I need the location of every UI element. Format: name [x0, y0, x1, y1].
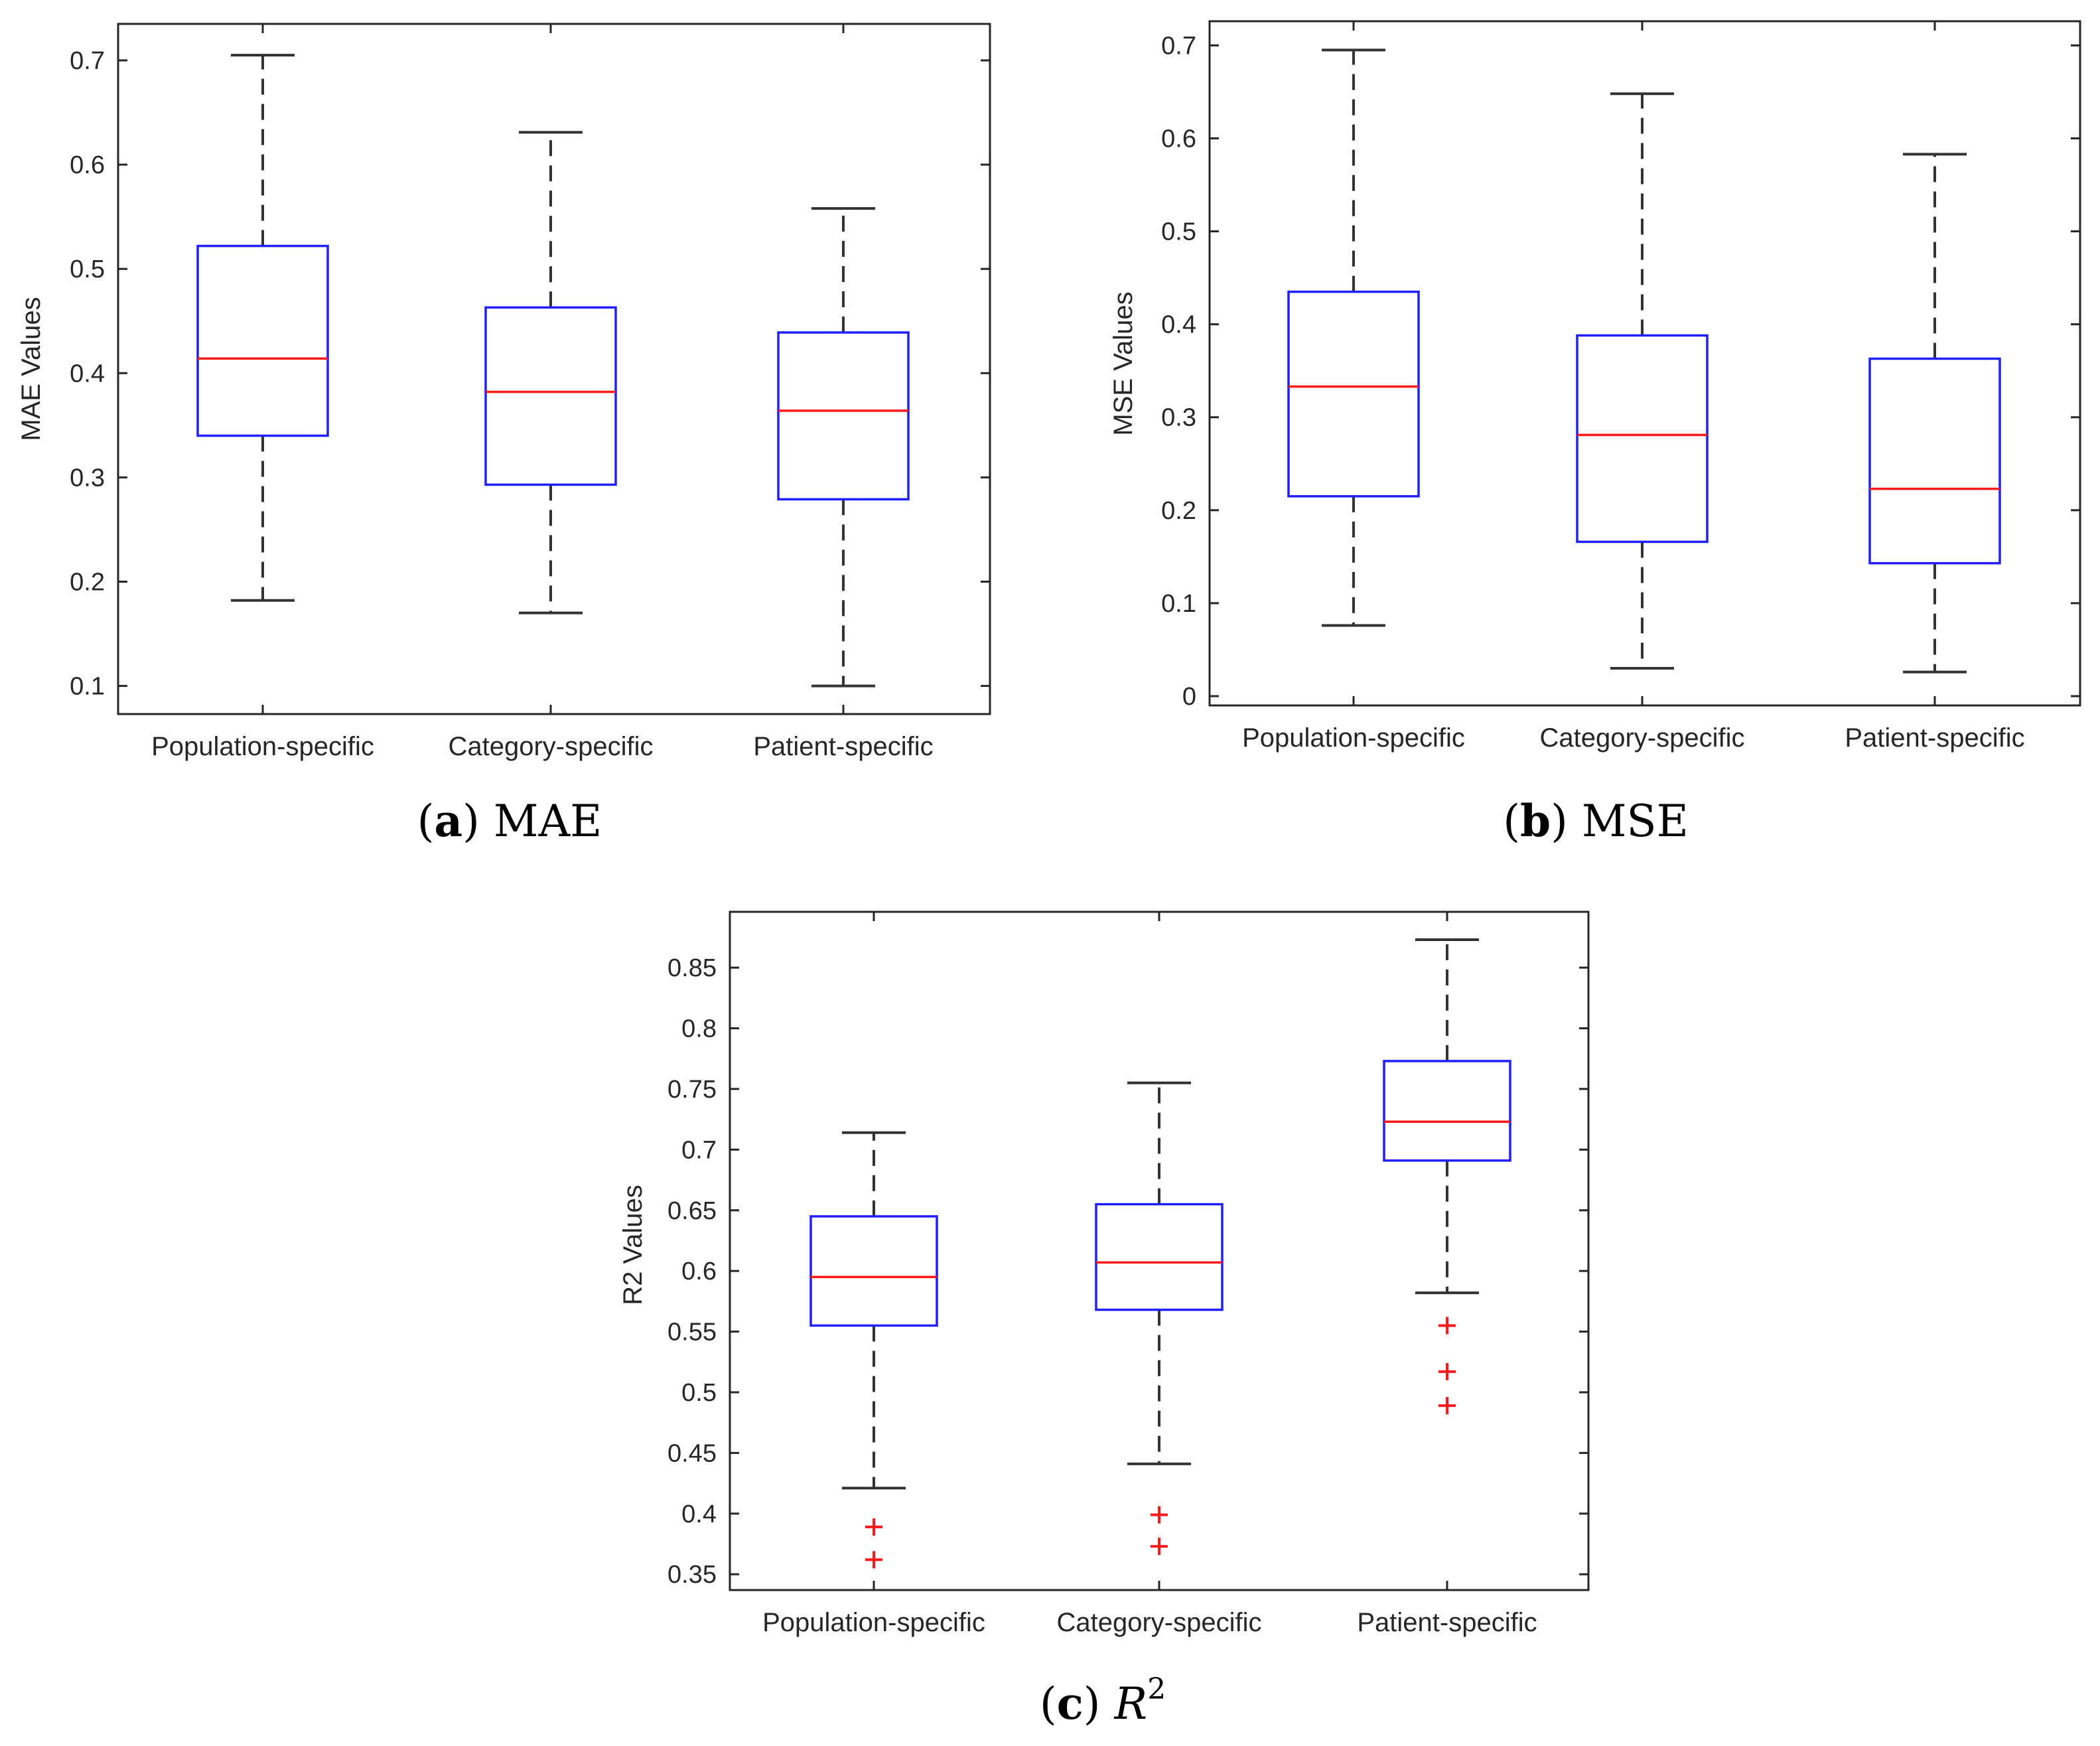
panel-b-caption: (b) MSE	[1503, 795, 1689, 847]
panel-a-caption: (a) MAE	[417, 795, 602, 847]
panel-a-plot: 0.1 0.2 0.3 0.4 0.5 0.6 0.7 Population-specific…	[70, 23, 991, 761]
panel-c-ytick-label: 0.75	[667, 1076, 717, 1104]
panel-b-box	[1868, 357, 2001, 565]
panel-a-box	[777, 331, 910, 501]
panel-b-caption-letter: b	[1520, 795, 1551, 847]
panel-c-outlier-marker	[865, 1551, 882, 1569]
panel-b-ytick-label: 0.1	[1161, 590, 1196, 618]
panel-c-ytick-label: 0.4	[681, 1500, 717, 1528]
panel-c-category-label: Category-specific	[1056, 1608, 1261, 1637]
panel-c-box	[809, 1215, 938, 1327]
panel-a-category-label: Population-specific	[151, 732, 374, 761]
panel-c-ylabel: R2 Values	[618, 1185, 648, 1305]
panel-a-ytick-label: 0.3	[70, 464, 105, 492]
panel-a-ytick-label: 0.7	[70, 47, 105, 75]
panel-b-ytick-label: 0.2	[1161, 497, 1196, 525]
panel-c-outlier-marker	[1438, 1362, 1456, 1380]
panel-a-ytick-label: 0.4	[70, 360, 105, 388]
panel-c-ytick-label: 0.8	[681, 1015, 717, 1043]
panel-b-ytick-label: 0.7	[1161, 32, 1196, 60]
panel-b-ytick-label: 0.3	[1161, 404, 1196, 432]
panel-a-ytick-label: 0.2	[70, 568, 105, 596]
panel-c-caption-letter: c	[1057, 1678, 1084, 1729]
panel-b-ytick-label: 0.5	[1161, 218, 1196, 246]
panel-b-category-label: Patient-specific	[1845, 723, 2024, 753]
panel-a-ylabel: MAE Values	[17, 297, 46, 441]
panel-c-ytick-label: 0.85	[667, 954, 717, 982]
panel-c-outlier-marker	[1438, 1397, 1456, 1415]
panel-b-plot: 0 0.1 0.2 0.3 0.4 0.5 0.6 0.7 Population-specifi…	[1161, 20, 2081, 753]
panel-b-chart: MSE Values 0 0.1 0.2 0.3 0.4 0.5 0.6 0.7 Populat…	[1109, 20, 2081, 847]
panel-c-ytick-label: 0.6	[681, 1258, 717, 1285]
panel-c-ytick-label: 0.55	[667, 1319, 717, 1346]
panel-c-caption: (c) R2	[1040, 1672, 1166, 1729]
panel-c-ytick-label: 0.65	[667, 1197, 717, 1225]
panel-c-ytick-label: 0.7	[681, 1136, 717, 1164]
panel-c-box	[1095, 1202, 1224, 1311]
panel-c-plot: 0.35 0.4 0.45 0.5 0.55 0.6 0.65 0.7 0.75 0.8 0.85 P…	[667, 910, 1590, 1637]
panel-a-ytick-label: 0.5	[70, 255, 105, 283]
panel-c-ytick-label: 0.45	[667, 1439, 717, 1467]
panel-a-box	[196, 244, 329, 437]
panel-b-ytick-label: 0.6	[1161, 125, 1196, 153]
panel-b-ylabel: MSE Values	[1109, 291, 1138, 435]
panel-b-box	[1576, 334, 1709, 544]
panel-a-ytick-label: 0.1	[70, 673, 105, 701]
panel-a-box	[484, 306, 617, 486]
panel-a-category-label: Patient-specific	[753, 732, 933, 761]
panel-c-outlier-marker	[1151, 1538, 1168, 1556]
panel-a-caption-letter: a	[434, 795, 462, 847]
panel-c-outlier-marker	[1151, 1506, 1168, 1524]
panel-b-ytick-label: 0	[1182, 683, 1196, 711]
panel-c-ytick-label: 0.35	[667, 1561, 717, 1589]
panel-c-caption-text: R	[1113, 1678, 1147, 1729]
panel-c-outlier-marker	[865, 1518, 882, 1536]
panel-b-category-label: Category-specific	[1539, 723, 1744, 753]
panel-b-caption-text: MSE	[1582, 796, 1689, 847]
panel-c-category-label: Population-specific	[762, 1608, 985, 1637]
panel-b-axes-frame	[1208, 20, 2081, 707]
panel-a-caption-text: MAE	[494, 796, 602, 847]
panel-c-ytick-label: 0.5	[681, 1379, 717, 1407]
panel-c-chart: R2 Values 0.350.40.450.50.550.60.650.70.…	[618, 910, 1590, 1729]
panel-c-box	[1383, 1060, 1511, 1162]
panel-a-axes-frame	[117, 23, 991, 715]
panel-b-box	[1287, 290, 1420, 498]
panel-b-ytick-label: 0.4	[1161, 311, 1196, 339]
panel-b-category-label: Population-specific	[1242, 723, 1465, 753]
panel-a-chart: MAE Values 0.1 0.2 0.3 0.4 0.5 0.6 0.7 Populati…	[17, 23, 991, 847]
panel-c-category-label: Patient-specific	[1357, 1608, 1537, 1637]
panel-c-caption-superscript: 2	[1147, 1672, 1166, 1706]
panel-c-outlier-marker	[1438, 1317, 1456, 1335]
panel-a-category-label: Category-specific	[448, 732, 653, 761]
panel-a-ytick-label: 0.6	[70, 151, 105, 179]
